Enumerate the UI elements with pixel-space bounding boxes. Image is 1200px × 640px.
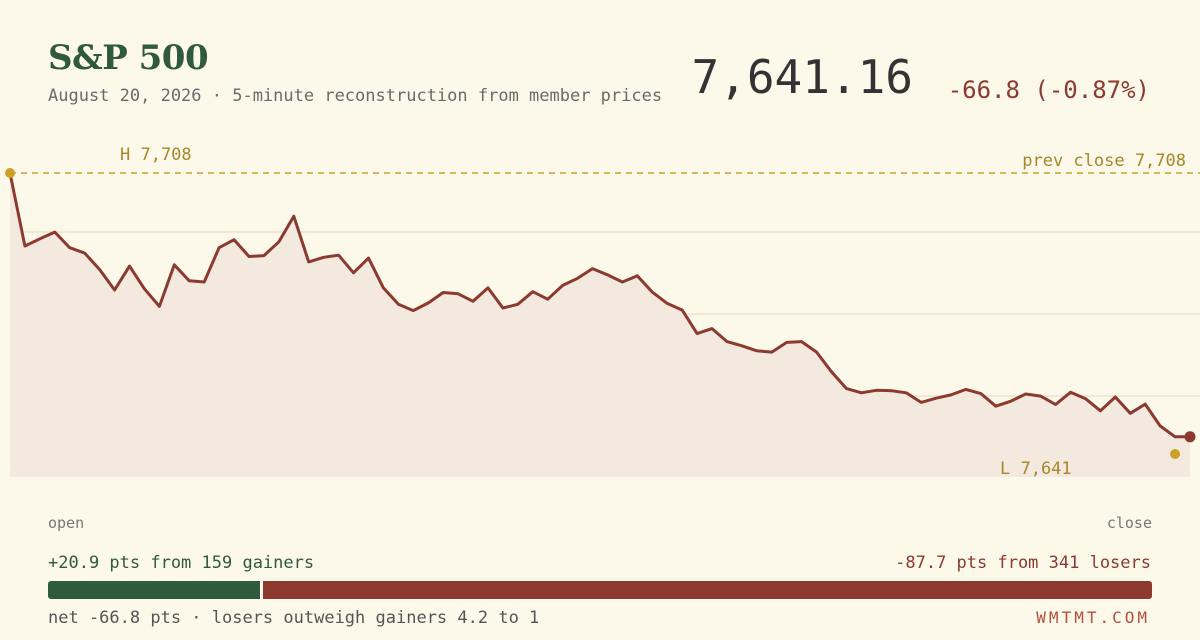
low-label: L 7,641 (1000, 459, 1072, 479)
chart-area-fill (10, 173, 1190, 477)
price-change: -66.8 (-0.87%) (947, 76, 1150, 104)
close-marker (1184, 431, 1196, 443)
page-title: S&P 500 (48, 38, 209, 78)
high-label: H 7,708 (120, 145, 192, 165)
intraday-chart: H 7,708 prev close 7,708 L 7,641 (5, 145, 1200, 479)
current-price: 7,641.16 (691, 50, 913, 104)
price-line (8, 172, 1190, 439)
page-subtitle: August 20, 2026 · 5-minute reconstructio… (48, 86, 663, 106)
prev-close-label: prev close 7,708 (1022, 151, 1186, 171)
open-marker (5, 168, 15, 178)
losers-summary: -87.7 pts from 341 losers (895, 553, 1151, 573)
low-marker (1170, 449, 1181, 459)
gainers-summary: +20.9 pts from 159 gainers (48, 553, 315, 573)
gainers-bar (48, 581, 261, 599)
losers-bar (263, 581, 1152, 599)
brand-mark: WMTMT.COM (1036, 608, 1150, 627)
x-axis-open-label: open (48, 514, 85, 532)
net-summary: net -66.8 pts · losers outweigh gainers … (48, 608, 540, 628)
x-axis-close-label: close (1106, 514, 1152, 532)
breadth-bar (48, 581, 1152, 599)
